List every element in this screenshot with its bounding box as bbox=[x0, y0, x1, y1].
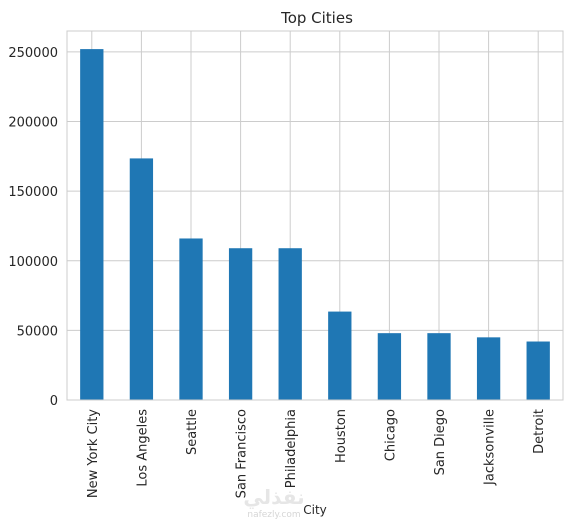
x-axis-label: City bbox=[303, 503, 327, 517]
y-tick-label: 50000 bbox=[17, 324, 58, 339]
y-tick-label: 150000 bbox=[8, 185, 58, 200]
bar-philadelphia bbox=[278, 248, 302, 400]
plot-frame bbox=[66, 30, 564, 401]
bars bbox=[80, 49, 550, 400]
x-tick-label: Philadelphia bbox=[284, 409, 299, 488]
x-tick-label: Los Angeles bbox=[135, 409, 150, 487]
x-tick-label: San Diego bbox=[433, 409, 448, 475]
x-axis-ticks: New York City Los Angeles Seattle San Franc… bbox=[86, 409, 547, 499]
watermark: نفذلي nafezly.com bbox=[243, 485, 304, 520]
bar-houston bbox=[328, 311, 352, 400]
x-tick-label: Seattle bbox=[185, 409, 200, 455]
y-tick-label: 100000 bbox=[8, 255, 58, 270]
x-tick-label: Houston bbox=[334, 409, 349, 463]
bar-san-diego bbox=[427, 333, 451, 400]
x-tick-label: San Francisco bbox=[235, 409, 250, 498]
x-tick-label: Detroit bbox=[532, 409, 547, 454]
x-tick-label: Chicago bbox=[383, 409, 398, 461]
watermark-text: نفذلي bbox=[243, 485, 304, 510]
bar-detroit bbox=[526, 341, 550, 400]
bar-los-angeles bbox=[129, 158, 154, 400]
bar-new-york-city bbox=[80, 49, 104, 400]
x-tick-label: New York City bbox=[86, 409, 101, 498]
x-tick-label: Jacksonville bbox=[483, 409, 498, 486]
bar-seattle bbox=[179, 238, 203, 400]
y-tick-label: 200000 bbox=[8, 116, 58, 131]
watermark-subtext: nafezly.com bbox=[247, 510, 300, 520]
y-axis-ticks: 0 50000 100000 150000 200000 250000 bbox=[8, 46, 58, 409]
y-tick-label: 0 bbox=[50, 394, 58, 409]
chart-title: Top Cities bbox=[280, 9, 353, 27]
bar-chicago bbox=[377, 333, 402, 400]
bar-jacksonville bbox=[476, 337, 501, 400]
bar-san-francisco bbox=[228, 248, 253, 400]
y-tick-label: 250000 bbox=[8, 46, 58, 61]
